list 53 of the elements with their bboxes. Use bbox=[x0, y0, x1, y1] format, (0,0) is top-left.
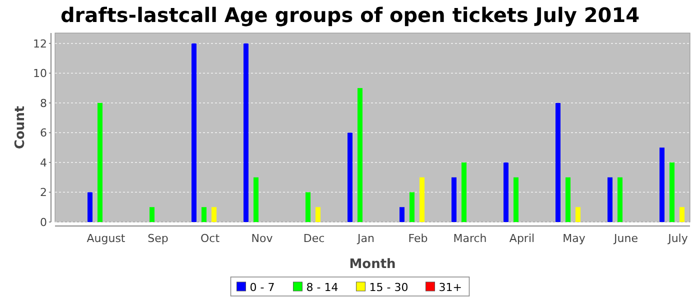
bar bbox=[244, 43, 248, 222]
bar bbox=[660, 148, 664, 222]
x-tick-label: Oct bbox=[200, 232, 220, 245]
bar bbox=[576, 207, 580, 222]
bar bbox=[608, 177, 612, 222]
bar bbox=[316, 207, 320, 222]
bar bbox=[452, 177, 456, 222]
y-tick-label: 2 bbox=[40, 186, 47, 200]
bar bbox=[566, 177, 570, 222]
legend-label: 0 - 7 bbox=[250, 281, 275, 294]
x-tick-label: Jan bbox=[356, 232, 374, 245]
bar bbox=[348, 132, 352, 222]
y-tick-label: 0 bbox=[40, 216, 47, 229]
bar bbox=[358, 88, 362, 222]
bar bbox=[400, 207, 404, 222]
x-tick-label: May bbox=[562, 232, 586, 245]
x-axis-title: Month bbox=[349, 257, 396, 272]
bar bbox=[618, 177, 622, 222]
bar bbox=[680, 207, 684, 222]
bar bbox=[150, 207, 154, 222]
x-tick-label: July bbox=[667, 232, 688, 245]
legend-label: 8 - 14 bbox=[306, 281, 338, 294]
bar bbox=[556, 102, 560, 222]
y-axis-title: Count bbox=[13, 106, 28, 150]
x-tick-label: Nov bbox=[251, 232, 274, 245]
bar bbox=[514, 177, 518, 222]
x-tick-label: Dec bbox=[303, 232, 325, 245]
bar bbox=[410, 192, 414, 222]
bar bbox=[462, 162, 466, 222]
bar bbox=[306, 192, 310, 222]
y-tick-label: 6 bbox=[40, 126, 47, 140]
bar bbox=[420, 177, 424, 222]
bar bbox=[670, 162, 674, 222]
bar bbox=[212, 207, 216, 222]
legend-label: 31+ bbox=[438, 281, 462, 294]
bar bbox=[254, 177, 258, 222]
x-tick-label: April bbox=[509, 232, 535, 245]
x-tick-label: March bbox=[453, 232, 487, 245]
y-tick-label: 4 bbox=[40, 156, 47, 170]
x-tick-label: Sep bbox=[148, 232, 168, 245]
bar bbox=[98, 102, 102, 222]
legend-label: 15 - 30 bbox=[369, 281, 408, 294]
bar bbox=[192, 43, 196, 222]
chart-title: drafts-lastcall Age groups of open tickets July 2014 bbox=[60, 3, 640, 27]
bar bbox=[202, 207, 206, 222]
x-tick-label: June bbox=[613, 232, 638, 245]
bar bbox=[504, 162, 508, 222]
y-tick-label: 10 bbox=[33, 67, 47, 80]
bar bbox=[88, 192, 92, 222]
x-tick-label: August bbox=[86, 232, 126, 245]
x-tick-label: Feb bbox=[408, 232, 428, 245]
y-tick-label: 8 bbox=[40, 96, 47, 110]
y-tick-label: 12 bbox=[33, 37, 47, 50]
